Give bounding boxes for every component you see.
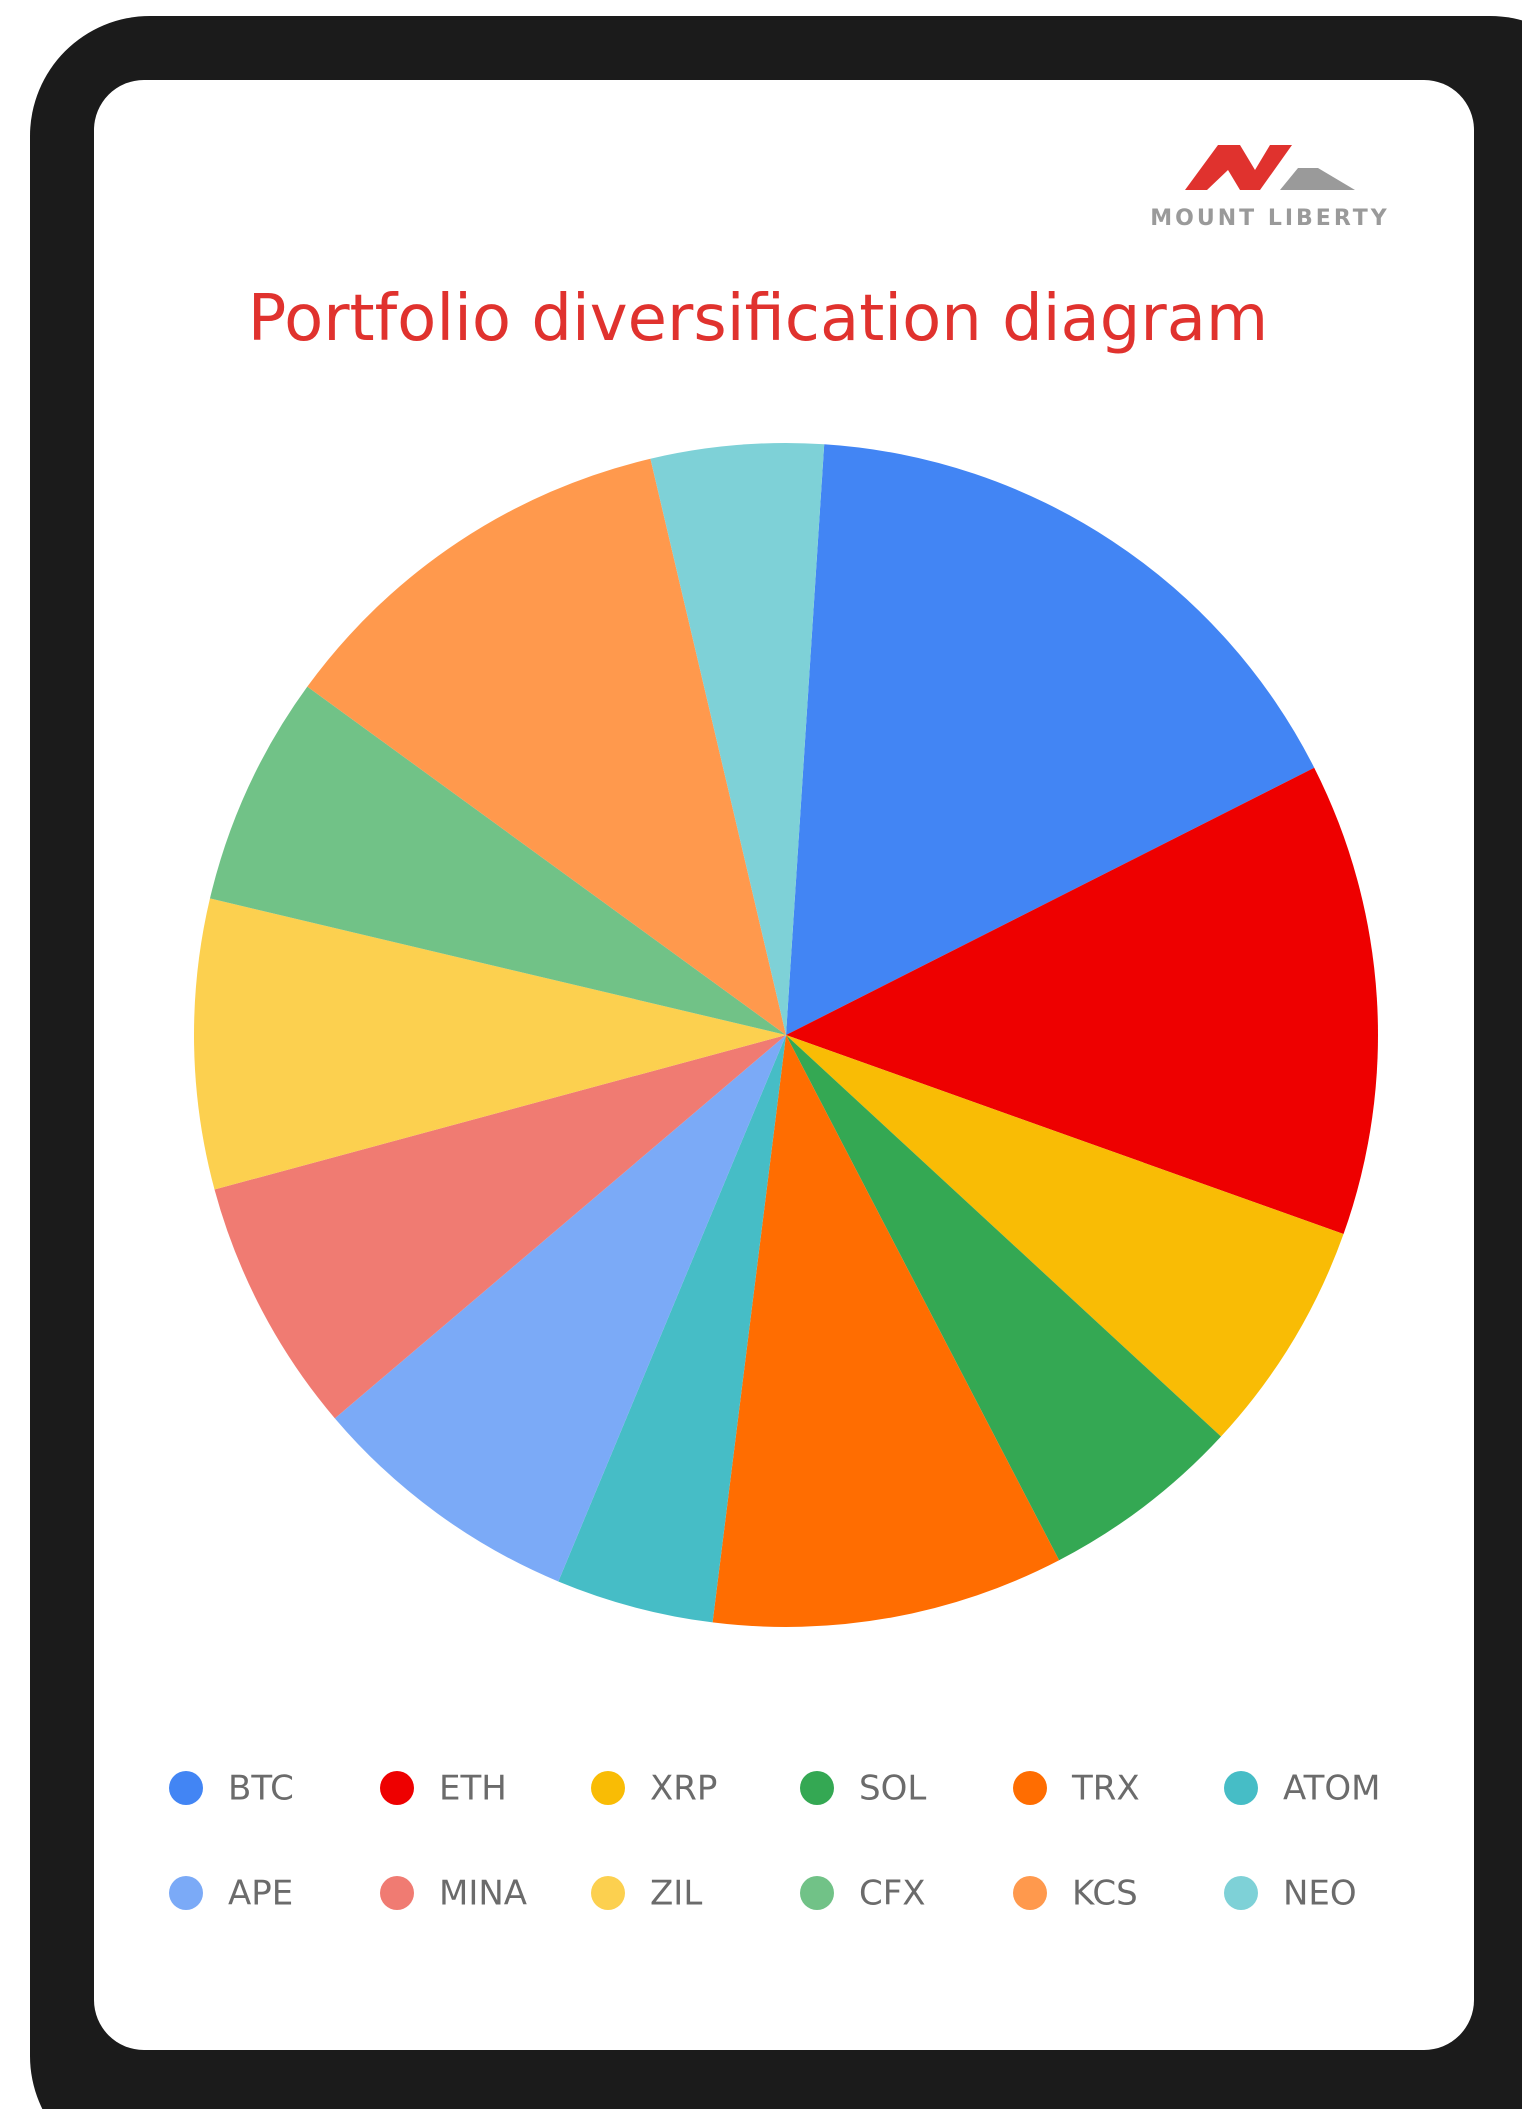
legend-label: CFX bbox=[859, 1874, 926, 1914]
legend-marker bbox=[800, 1771, 834, 1805]
legend-label: BTC bbox=[228, 1769, 294, 1809]
legend-marker bbox=[591, 1771, 625, 1805]
tablet-screenshot: MOUNT LIBERTY Portfolio diversification … bbox=[0, 0, 1522, 2109]
legend-marker bbox=[380, 1771, 414, 1805]
legend-label: KCS bbox=[1072, 1874, 1138, 1914]
legend-marker bbox=[800, 1876, 834, 1910]
legend-marker bbox=[1224, 1876, 1258, 1910]
legend-label: XRP bbox=[650, 1769, 717, 1809]
legend-label: MINA bbox=[439, 1874, 527, 1914]
pie bbox=[194, 443, 1378, 1627]
legend-label: NEO bbox=[1283, 1874, 1357, 1914]
legend-label: SOL bbox=[859, 1769, 926, 1809]
legend-label: ZIL bbox=[650, 1874, 702, 1914]
legend-marker bbox=[591, 1876, 625, 1910]
legend-label: APE bbox=[228, 1874, 293, 1914]
chart-title: Portfolio diversification diagram bbox=[248, 282, 1269, 356]
legend-label: ETH bbox=[439, 1769, 507, 1809]
brand-name: MOUNT LIBERTY bbox=[1150, 206, 1389, 231]
legend-marker bbox=[1013, 1771, 1047, 1805]
legend-marker bbox=[1013, 1876, 1047, 1910]
legend-marker bbox=[1224, 1771, 1258, 1805]
legend-marker bbox=[169, 1771, 203, 1805]
legend-marker bbox=[380, 1876, 414, 1910]
legend-label: ATOM bbox=[1283, 1769, 1380, 1809]
legend-marker bbox=[169, 1876, 203, 1910]
page: {"header": {"brand": "MOUNT LIBERTY"}, "… bbox=[0, 0, 1522, 2109]
legend-label: TRX bbox=[1071, 1769, 1140, 1809]
